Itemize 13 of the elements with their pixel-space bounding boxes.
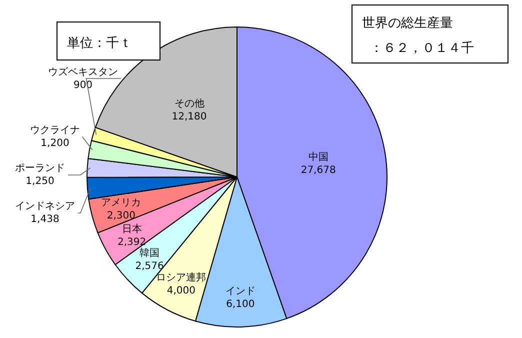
label: ウクライナ 1,200: [30, 125, 80, 149]
annotation: ：６２，０１４千: [370, 41, 474, 56]
label: アメリカ 2,300: [101, 197, 142, 222]
annotation: 単位：千ｔ: [67, 36, 132, 51]
label: ポーランド 1,250: [15, 163, 65, 187]
label: インド 6,100: [225, 286, 256, 310]
label: インドネシア 1,438: [15, 201, 75, 225]
label: ロシア連邦 4,000: [156, 272, 206, 296]
label: 韓国 2,576: [135, 248, 164, 272]
annotation: 世界の総生産量: [362, 16, 453, 31]
label: その他 12,180: [172, 98, 207, 123]
label: 日本 2,392: [118, 224, 146, 248]
label: 中国 27,678: [300, 152, 336, 176]
